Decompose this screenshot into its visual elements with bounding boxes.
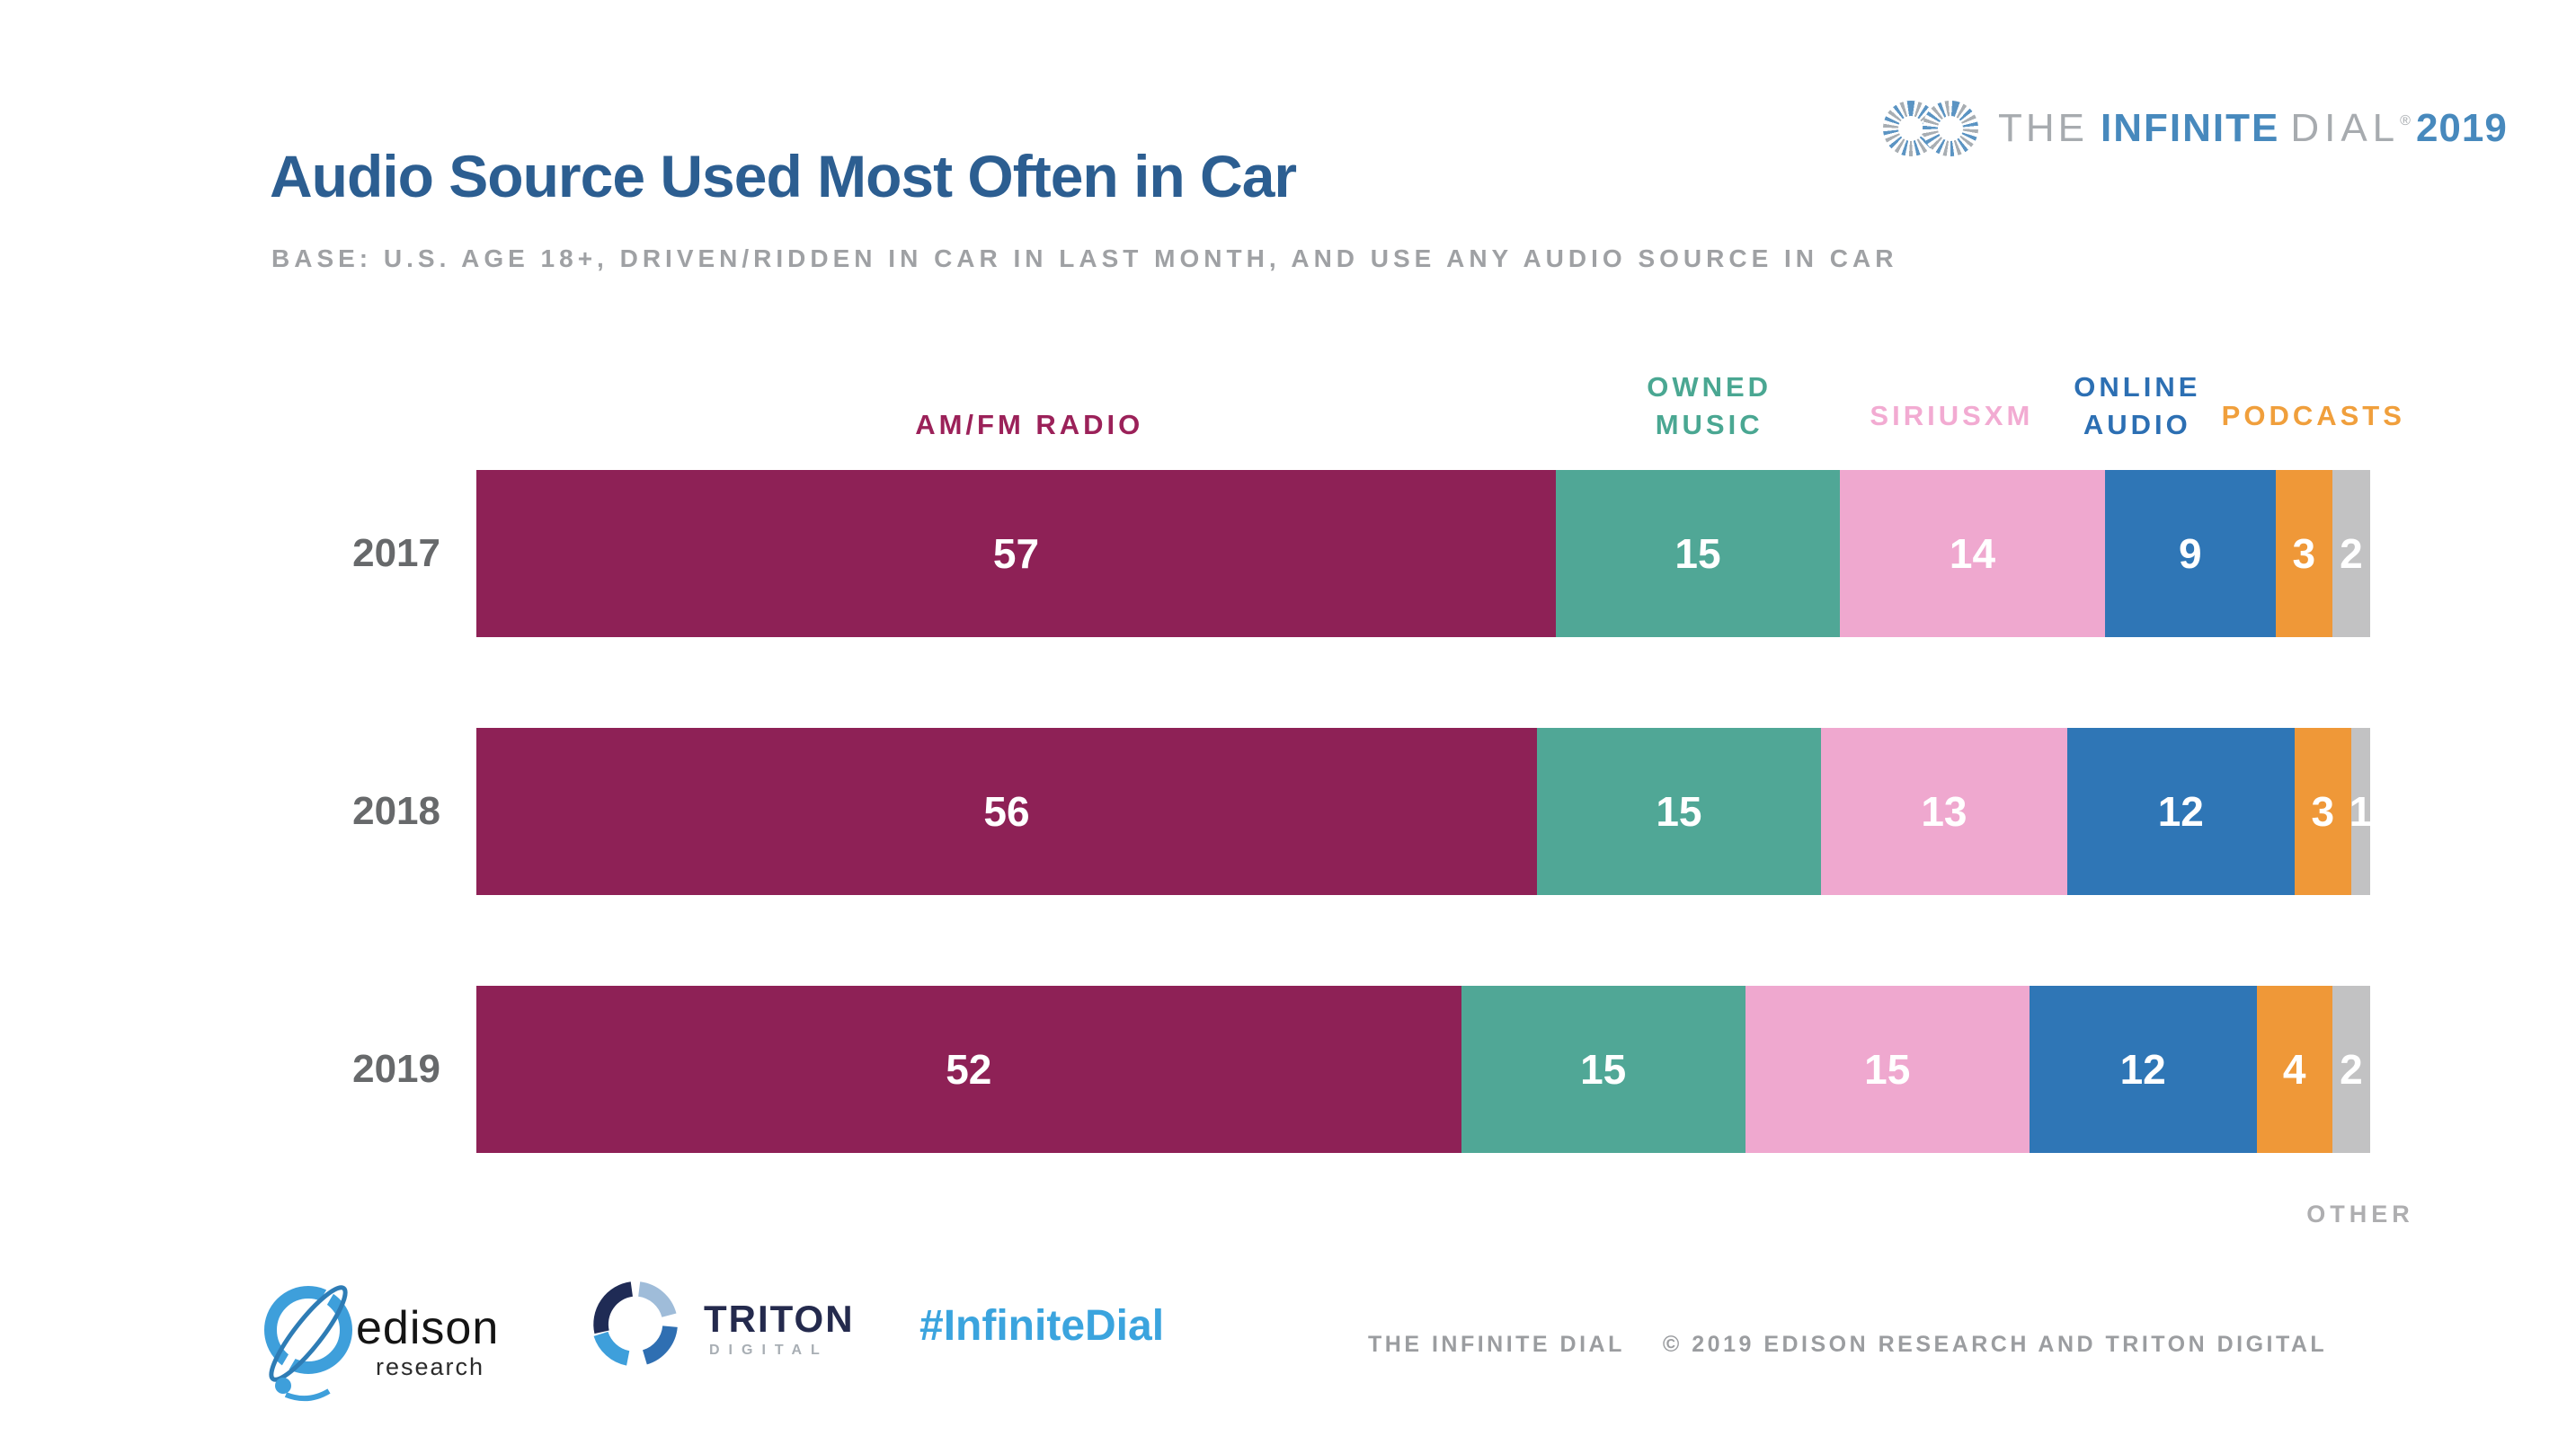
segment-value: 13 <box>1921 788 1968 835</box>
segment-value: 12 <box>2157 788 2204 835</box>
segment-online-audio-2017: 9 <box>2105 470 2276 637</box>
series-legend: AM/FM RADIO OWNED MUSIC SIRIUSXM ONLINE AUDIO… <box>476 367 2402 449</box>
stacked-bar-chart: 2017 57 15 14 9 3 2 2018 56 15 13 12 3 1 2019 52 15 15 12 4… <box>352 470 2373 1153</box>
segment-other-2017: 2 <box>2332 470 2370 637</box>
segment-owned-music-2017: 15 <box>1555 470 1841 637</box>
legend-podcasts: PODCASTS <box>2222 397 2405 435</box>
base-note: BASE: U.S. AGE 18+, DRIVEN/RIDDEN IN CAR… <box>271 244 1898 272</box>
segment-value: 2 <box>2340 1046 2363 1093</box>
segment-value: 15 <box>1656 788 1702 835</box>
segment-value: 57 <box>992 530 1040 577</box>
segment-value: 9 <box>2179 530 2202 577</box>
segment-value: 4 <box>2282 1046 2306 1093</box>
segment-value: 3 <box>2311 788 2335 835</box>
segment-value: 15 <box>1580 1046 1627 1093</box>
legend-line: MUSIC <box>1655 409 1763 440</box>
triton-circle-icon <box>593 1281 678 1366</box>
legend-siriusxm: SIRIUSXM <box>1870 397 2033 435</box>
segment-value: 3 <box>2292 530 2316 577</box>
legend-line: PODCASTS <box>2221 400 2405 431</box>
year-label-2019: 2019 <box>352 1047 440 1091</box>
credit-copyright: © 2019 EDISON RESEARCH AND TRITON DIGITA… <box>1662 1332 2328 1357</box>
other-series-label: OTHER <box>2306 1201 2414 1228</box>
segment-am-fm-radio-2019: 52 <box>476 986 1461 1153</box>
edison-research-label: research <box>376 1353 485 1380</box>
legend-online-audio: ONLINE AUDIO <box>2074 368 2200 444</box>
segment-value: 1 <box>2349 788 2373 835</box>
brand-dial: DIAL <box>2290 106 2401 150</box>
infinity-dial-icon <box>1883 95 1984 162</box>
brand-the: THE <box>1998 106 2088 150</box>
page-title: Audio Source Used Most Often in Car <box>270 143 1297 209</box>
segment-am-fm-radio-2017: 57 <box>476 470 1556 637</box>
edison-globe-icon <box>264 1285 352 1402</box>
legend-line: ONLINE <box>2074 371 2201 403</box>
credit-line: THE INFINITE DIAL © 2019 EDISON RESEARCH … <box>1368 1332 2327 1358</box>
triton-digital-label: DIGITAL <box>709 1343 829 1358</box>
segment-value: 56 <box>983 788 1030 835</box>
bar-row-2017: 2017 57 15 14 9 3 2 <box>352 470 2370 637</box>
segment-value: 52 <box>946 1046 992 1093</box>
infinite-dial-logo: THE INFINITE DIAL ® 2019 <box>1883 95 2508 162</box>
segment-other-2019: 2 <box>2332 986 2370 1153</box>
segment-online-audio-2018: 12 <box>2066 728 2295 895</box>
hashtag-infinitedial: #InfiniteDial <box>919 1302 1165 1350</box>
infinite-dial-wordmark: THE INFINITE DIAL ® 2019 <box>1998 106 2508 151</box>
segment-owned-music-2018: 15 <box>1536 728 1821 895</box>
triton-wordmark: TRITON <box>704 1298 855 1340</box>
legend-line: SIRIUSXM <box>1870 400 2034 431</box>
segment-value: 15 <box>1674 530 1721 577</box>
segment-other-2018: 1 <box>2349 728 2373 895</box>
segment-value: 12 <box>2119 1046 2166 1093</box>
legend-line: AUDIO <box>2083 409 2191 440</box>
segment-podcasts-2017: 3 <box>2275 470 2332 637</box>
edison-wordmark: edison <box>356 1302 500 1354</box>
year-label-2017: 2017 <box>352 531 440 575</box>
legend-am-fm-radio: AM/FM RADIO <box>915 406 1143 444</box>
segment-value: 15 <box>1864 1046 1911 1093</box>
segment-podcasts-2019: 4 <box>2256 986 2332 1153</box>
brand-infinite: INFINITE <box>2101 106 2280 150</box>
segment-am-fm-radio-2018: 56 <box>476 728 1537 895</box>
segment-value: 2 <box>2340 530 2363 577</box>
registered-mark-icon: ® <box>2400 113 2411 129</box>
triton-digital-logo: TRITON DIGITAL <box>589 1276 858 1420</box>
bar-row-2018: 2018 56 15 13 12 3 1 <box>352 728 2373 895</box>
brand-year: 2019 <box>2415 106 2508 150</box>
year-label-2018: 2018 <box>352 789 440 833</box>
legend-owned-music: OWNED MUSIC <box>1647 368 1772 444</box>
segment-siriusxm-2018: 13 <box>1820 728 2067 895</box>
segment-siriusxm-2019: 15 <box>1745 986 2030 1153</box>
edison-research-logo: edison research <box>259 1276 591 1420</box>
bar-row-2019: 2019 52 15 15 12 4 2 <box>352 986 2370 1153</box>
legend-line: OWNED <box>1647 371 1772 403</box>
segment-siriusxm-2017: 14 <box>1840 470 2105 637</box>
segment-podcasts-2018: 3 <box>2294 728 2351 895</box>
legend-line: AM/FM RADIO <box>915 409 1144 440</box>
credit-brand: THE INFINITE DIAL <box>1368 1332 1625 1357</box>
segment-value: 14 <box>1949 530 1996 577</box>
segment-online-audio-2019: 12 <box>2029 986 2257 1153</box>
segment-owned-music-2019: 15 <box>1461 986 1745 1153</box>
